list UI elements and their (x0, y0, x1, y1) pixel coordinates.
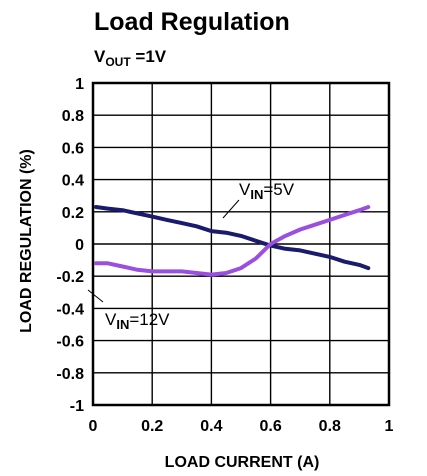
chart-title: Load Regulation (94, 8, 290, 36)
leader-line-12v (87, 289, 104, 303)
y-tick-label: -0.2 (56, 269, 84, 286)
x-axis-label: LOAD CURRENT (A) (165, 454, 320, 471)
label-12v-prefix: V (105, 310, 117, 329)
y-tick-label: 1 (75, 76, 84, 93)
series-line-1 (94, 205, 371, 277)
x-tick-label: 0.8 (319, 418, 341, 435)
condition-prefix: V (94, 47, 106, 66)
y-tick-label: -0.4 (56, 301, 84, 318)
condition-suffix: =1V (131, 47, 167, 66)
label-5v-suffix: =5V (263, 180, 294, 199)
leader-line-5v (222, 199, 240, 219)
y-tick-label: -0.6 (56, 334, 84, 351)
y-tick-label: -1 (70, 398, 84, 415)
condition-sub: OUT (105, 55, 131, 69)
series-lines (94, 205, 371, 277)
x-tick-labels: 0 0.2 0.4 0.6 0.8 1 (89, 418, 394, 435)
y-tick-label: 0.8 (62, 108, 84, 125)
grid (91, 81, 391, 407)
x-tick-label: 0.2 (141, 418, 163, 435)
x-tick-label: 0.4 (200, 418, 222, 435)
plot-frame (91, 81, 391, 407)
series-line-0 (94, 205, 371, 271)
series-label-vin-12v: VIN=12V (105, 310, 170, 332)
x-tick-label: 0.6 (259, 418, 281, 435)
x-tick-label: 1 (385, 418, 394, 435)
y-tick-label: 0.2 (62, 205, 84, 222)
y-tick-label: -0.8 (56, 366, 84, 383)
y-axis-label: LOAD REGULATION (%) (18, 149, 35, 333)
label-12v-sub: IN (116, 317, 129, 332)
y-tick-label: 0.4 (62, 173, 84, 190)
y-tick-label: 0 (75, 237, 84, 254)
label-12v-suffix: =12V (129, 310, 170, 329)
y-tick-label: 0.6 (62, 140, 84, 157)
x-tick-label: 0 (89, 418, 98, 435)
series-label-vin-5v: VIN=5V (239, 180, 295, 202)
label-5v-sub: IN (250, 187, 263, 202)
y-tick-labels: 1 0.8 0.6 0.4 0.2 0 -0.2 -0.4 -0.6 -0.8 -1 (56, 76, 84, 415)
label-5v-prefix: V (239, 180, 251, 199)
chart-condition: VOUT =1V (94, 47, 167, 69)
